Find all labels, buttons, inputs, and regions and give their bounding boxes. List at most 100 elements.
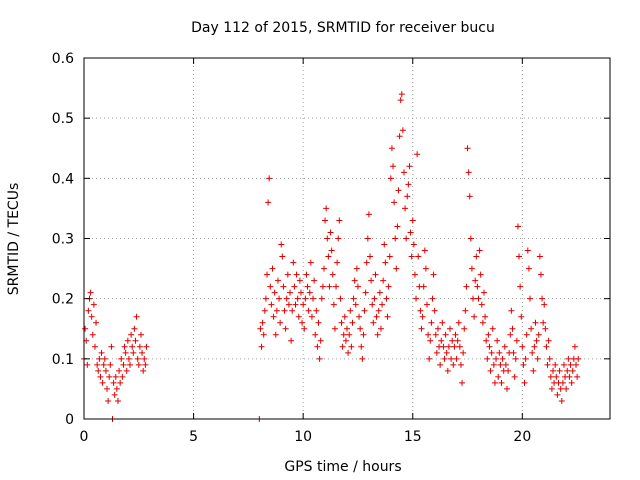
data-point [537, 271, 544, 278]
data-point [127, 361, 134, 368]
data-point [507, 331, 514, 338]
data-point [274, 277, 281, 284]
data-point [271, 289, 278, 296]
data-point [316, 355, 323, 362]
data-point [413, 295, 420, 302]
x-tick-label: 10 [294, 429, 312, 445]
data-point [529, 349, 536, 356]
data-point [322, 217, 329, 224]
data-point [82, 325, 89, 332]
data-point [94, 361, 101, 368]
data-point [297, 289, 304, 296]
data-point [314, 343, 321, 350]
data-point [411, 271, 418, 278]
data-point [337, 295, 344, 302]
data-point [324, 235, 331, 242]
data-point [359, 355, 366, 362]
data-point [422, 265, 429, 272]
data-point [107, 361, 114, 368]
data-point [124, 337, 131, 344]
data-point [482, 313, 489, 320]
data-point [523, 331, 530, 338]
data-point [315, 319, 322, 326]
data-point [313, 307, 320, 314]
data-point [474, 283, 481, 290]
data-point [290, 259, 297, 266]
data-point [132, 337, 139, 344]
data-point [531, 343, 538, 350]
data-point [385, 283, 392, 290]
data-point [100, 361, 107, 368]
data-point [380, 277, 387, 284]
data-point [87, 289, 94, 296]
data-point [258, 343, 265, 350]
data-point [478, 301, 485, 308]
data-point [483, 337, 490, 344]
data-point [364, 235, 371, 242]
data-point [293, 271, 300, 278]
data-point [277, 319, 284, 326]
data-point [522, 355, 529, 362]
data-point [536, 253, 543, 260]
data-point [141, 355, 148, 362]
data-point [519, 343, 526, 350]
data-point [444, 367, 451, 374]
data-point [318, 295, 325, 302]
data-point [358, 343, 365, 350]
data-point [264, 271, 271, 278]
data-point [508, 307, 515, 314]
chart-title: Day 112 of 2015, SRMTID for receiver buc… [191, 20, 495, 36]
data-point [394, 223, 401, 230]
data-point [450, 361, 457, 368]
data-point [376, 289, 383, 296]
data-point [433, 349, 440, 356]
data-point [270, 313, 277, 320]
data-point [291, 283, 298, 290]
data-point [319, 283, 326, 290]
data-point [574, 373, 581, 380]
data-point [336, 217, 343, 224]
data-point [539, 295, 546, 302]
data-point [395, 187, 402, 194]
y-tick-label: 0.5 [52, 111, 74, 127]
data-point [547, 373, 554, 380]
data-point [421, 247, 428, 254]
data-point [455, 319, 462, 326]
x-axis-label: GPS time / hours [284, 459, 401, 475]
data-point [488, 349, 495, 356]
data-point [427, 337, 434, 344]
data-point [96, 355, 103, 362]
data-point [409, 217, 416, 224]
data-point [415, 253, 422, 260]
data-point [442, 331, 449, 338]
data-point [499, 355, 506, 362]
data-point [545, 337, 552, 344]
data-point [287, 289, 294, 296]
data-point [110, 379, 117, 386]
data-point [329, 271, 336, 278]
data-point [98, 349, 105, 356]
data-point [88, 313, 95, 320]
data-point [281, 307, 288, 314]
data-point [348, 343, 355, 350]
data-point [272, 331, 279, 338]
data-point [296, 277, 303, 284]
data-point [294, 295, 301, 302]
data-point [357, 325, 364, 332]
data-point [261, 307, 268, 314]
data-point [143, 343, 150, 350]
data-point [447, 325, 454, 332]
data-point [430, 271, 437, 278]
data-point [461, 325, 468, 332]
data-point [381, 241, 388, 248]
data-point [345, 349, 352, 356]
x-tick-label: 15 [404, 429, 422, 445]
data-point [489, 325, 496, 332]
data-point [363, 259, 370, 266]
data-point [393, 265, 400, 272]
data-point [325, 253, 332, 260]
data-point [301, 325, 308, 332]
data-point [362, 289, 369, 296]
